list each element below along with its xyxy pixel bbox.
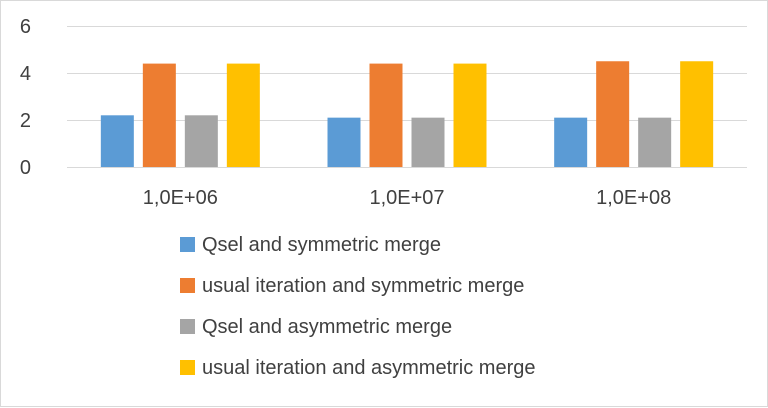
y-tick-label: 0 [20, 157, 31, 179]
bar-2-3 [596, 61, 630, 167]
bar-4-1 [226, 63, 260, 167]
bars [100, 61, 714, 167]
bar-1-1 [100, 115, 134, 167]
x-tick-label: 1,0E+07 [369, 187, 444, 209]
x-axis-ticks: 1,0E+06 1,0E+07 1,0E+08 [143, 187, 671, 209]
legend-label-2: usual iteration and symmetric merge [202, 275, 524, 297]
x-tick-label: 1,0E+08 [596, 187, 671, 209]
x-tick-label: 1,0E+06 [143, 187, 218, 209]
legend-swatch-4 [180, 360, 195, 375]
legend: Qsel and symmetric merge usual iteration … [180, 234, 535, 379]
legend-label-3: Qsel and asymmetric merge [202, 316, 452, 338]
bar-2-1 [142, 63, 176, 167]
bar-3-3 [638, 117, 672, 167]
y-tick-label: 2 [20, 110, 31, 132]
legend-label-1: Qsel and symmetric merge [202, 234, 441, 256]
legend-label-4: usual iteration and asymmetric merge [202, 357, 535, 379]
bar-1-3 [554, 117, 588, 167]
bar-3-1 [184, 115, 218, 167]
y-tick-label: 4 [20, 63, 31, 85]
legend-swatch-1 [180, 237, 195, 252]
gridlines [67, 26, 747, 168]
bar-4-2 [453, 63, 487, 167]
bar-3-2 [411, 117, 445, 167]
bar-1-2 [327, 117, 361, 167]
bar-2-2 [369, 63, 403, 167]
legend-swatch-3 [180, 319, 195, 334]
bar-4-3 [680, 61, 714, 167]
legend-swatch-2 [180, 278, 195, 293]
y-tick-label: 6 [20, 16, 31, 38]
y-axis-ticks: 0 2 4 6 [20, 16, 31, 179]
